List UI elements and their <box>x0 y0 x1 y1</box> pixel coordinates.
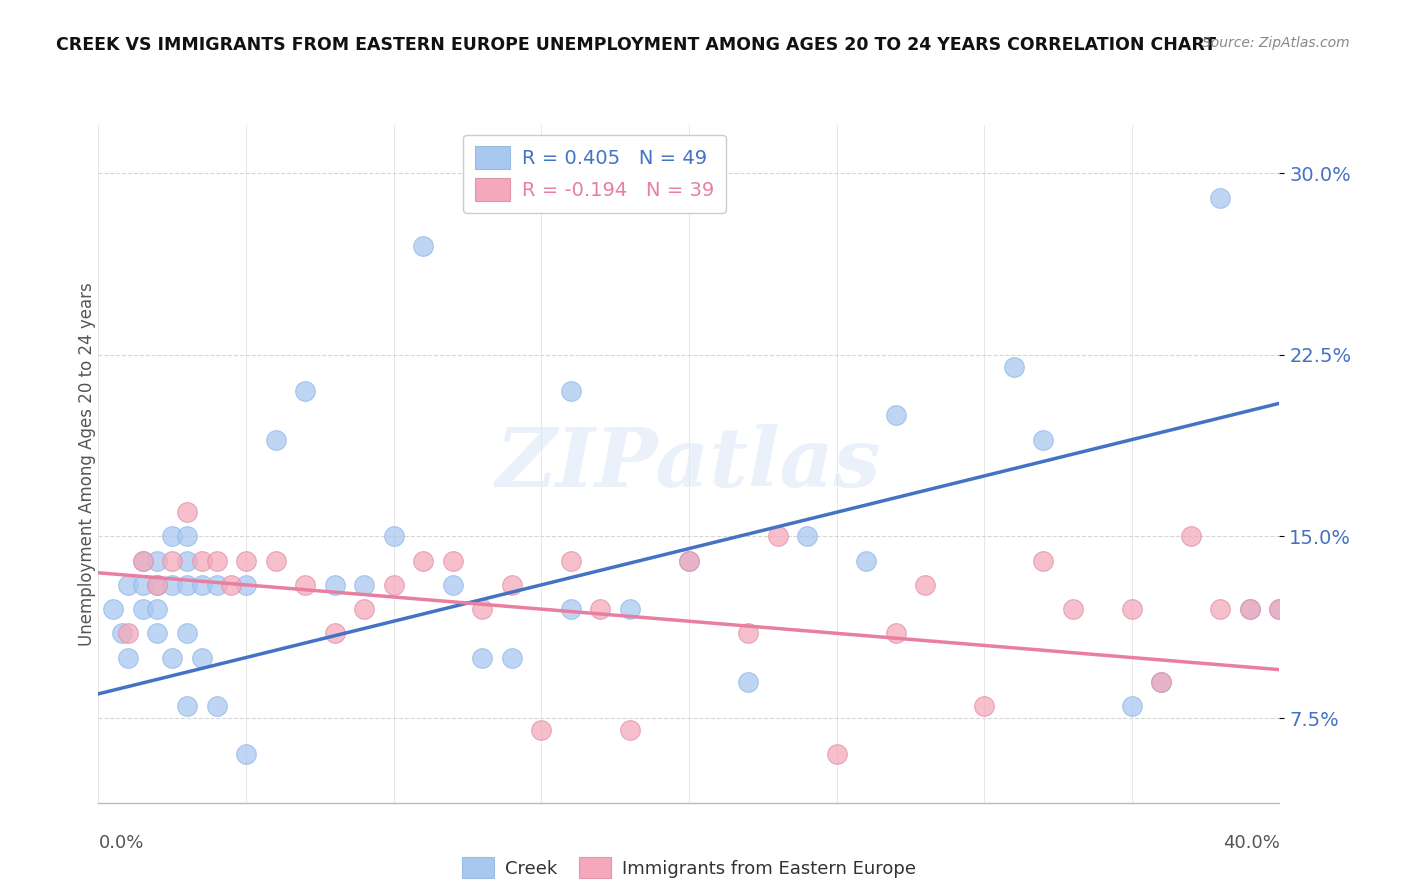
Point <box>132 578 155 592</box>
Point <box>117 578 139 592</box>
Point <box>412 239 434 253</box>
Point <box>176 626 198 640</box>
Point <box>737 626 759 640</box>
Point <box>1209 190 1232 204</box>
Point <box>560 554 582 568</box>
Point <box>619 602 641 616</box>
Point <box>441 554 464 568</box>
Point <box>235 554 257 568</box>
Point <box>191 554 214 568</box>
Point <box>1239 602 1261 616</box>
Point <box>1239 602 1261 616</box>
Point <box>471 650 494 665</box>
Point <box>176 529 198 543</box>
Point <box>219 578 242 592</box>
Point <box>205 698 228 713</box>
Point <box>235 747 257 762</box>
Text: ZIPatlas: ZIPatlas <box>496 424 882 504</box>
Point <box>176 578 198 592</box>
Text: Source: ZipAtlas.com: Source: ZipAtlas.com <box>1202 36 1350 50</box>
Point <box>205 554 228 568</box>
Point <box>264 433 287 447</box>
Point <box>973 698 995 713</box>
Point <box>589 602 612 616</box>
Point <box>264 554 287 568</box>
Point <box>1150 674 1173 689</box>
Point <box>146 554 169 568</box>
Point <box>353 578 375 592</box>
Point <box>560 602 582 616</box>
Point <box>1209 602 1232 616</box>
Point <box>117 650 139 665</box>
Point <box>294 578 316 592</box>
Point <box>294 384 316 399</box>
Point <box>678 554 700 568</box>
Point <box>796 529 818 543</box>
Point <box>1121 602 1143 616</box>
Point <box>205 578 228 592</box>
Point <box>560 384 582 399</box>
Point <box>146 578 169 592</box>
Point <box>412 554 434 568</box>
Point <box>766 529 789 543</box>
Point <box>619 723 641 738</box>
Point <box>1121 698 1143 713</box>
Point <box>1268 602 1291 616</box>
Point <box>1180 529 1202 543</box>
Point <box>162 529 183 543</box>
Point <box>382 529 405 543</box>
Point <box>501 578 523 592</box>
Point <box>1062 602 1084 616</box>
Point <box>191 650 214 665</box>
Point <box>1002 359 1025 374</box>
Point <box>530 723 553 738</box>
Point <box>884 626 907 640</box>
Point <box>678 554 700 568</box>
Point <box>132 554 155 568</box>
Point <box>855 554 877 568</box>
Point <box>323 626 346 640</box>
Point <box>176 505 198 519</box>
Point <box>1150 674 1173 689</box>
Point <box>1032 554 1054 568</box>
Point <box>162 650 183 665</box>
Point <box>162 578 183 592</box>
Point <box>471 602 494 616</box>
Text: 0.0%: 0.0% <box>98 834 143 852</box>
Point <box>353 602 375 616</box>
Point <box>441 578 464 592</box>
Y-axis label: Unemployment Among Ages 20 to 24 years: Unemployment Among Ages 20 to 24 years <box>79 282 96 646</box>
Point <box>501 650 523 665</box>
Point <box>162 554 183 568</box>
Point <box>825 747 848 762</box>
Point <box>323 578 346 592</box>
Point <box>235 578 257 592</box>
Legend: Creek, Immigrants from Eastern Europe: Creek, Immigrants from Eastern Europe <box>454 850 924 885</box>
Point <box>146 602 169 616</box>
Point <box>176 554 198 568</box>
Point <box>737 674 759 689</box>
Point <box>117 626 139 640</box>
Point <box>132 602 155 616</box>
Point <box>103 602 125 616</box>
Point <box>132 554 155 568</box>
Point <box>191 578 214 592</box>
Point <box>382 578 405 592</box>
Point <box>176 698 198 713</box>
Point <box>146 578 169 592</box>
Point <box>146 626 169 640</box>
Text: CREEK VS IMMIGRANTS FROM EASTERN EUROPE UNEMPLOYMENT AMONG AGES 20 TO 24 YEARS C: CREEK VS IMMIGRANTS FROM EASTERN EUROPE … <box>56 36 1216 54</box>
Point <box>111 626 134 640</box>
Point <box>884 409 907 423</box>
Point <box>1032 433 1054 447</box>
Point <box>1268 602 1291 616</box>
Text: 40.0%: 40.0% <box>1223 834 1279 852</box>
Point <box>914 578 936 592</box>
